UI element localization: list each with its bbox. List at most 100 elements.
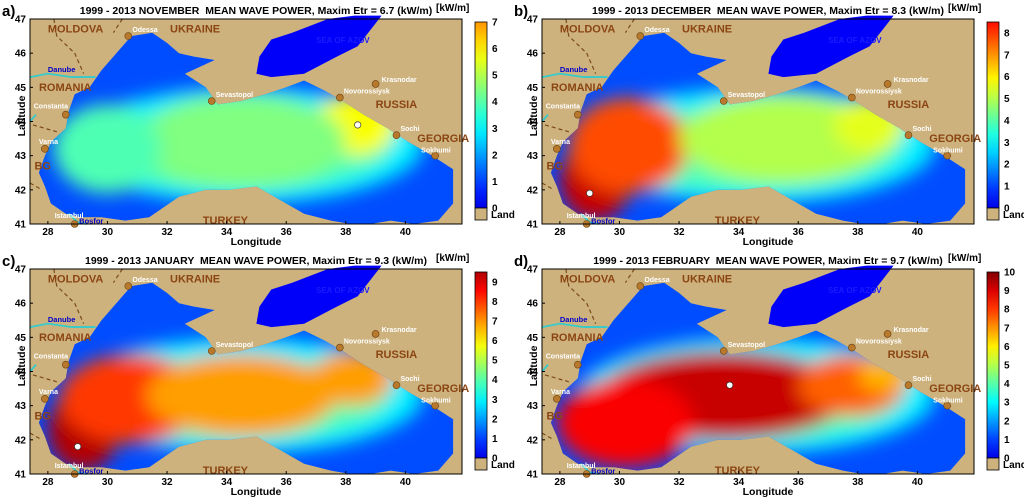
city-marker xyxy=(904,131,913,139)
x-tick-label: 32 xyxy=(673,227,685,238)
x-tick-label: 34 xyxy=(221,227,233,238)
y-tick-label: 45 xyxy=(527,83,539,94)
city-label: Istambul xyxy=(567,213,596,220)
max-value-marker xyxy=(586,189,594,197)
y-tick-label: 47 xyxy=(15,15,27,26)
y-tick-label: 41 xyxy=(527,220,539,231)
colorbar-tick-label: 7 xyxy=(492,18,498,29)
city-label: Sochi xyxy=(400,376,419,383)
colorbar-tick-label: 2 xyxy=(492,150,498,161)
city-label: Sokhumi xyxy=(421,398,451,405)
colorbar xyxy=(986,21,1000,209)
strait-label: Bosfor xyxy=(591,216,615,225)
city-marker xyxy=(61,110,70,119)
y-tick-label: 42 xyxy=(527,185,539,196)
city-marker xyxy=(336,343,344,352)
city-label: Istambul xyxy=(55,463,84,470)
colorbar-tick-label: 3 xyxy=(492,395,498,406)
city-label: Krasnodar xyxy=(382,327,417,334)
city-label: Krasnodar xyxy=(382,77,417,84)
map-panel: b) 1999 - 2013 DECEMBER MEAN WAVE POWER, … xyxy=(512,0,1024,250)
colorbar-tick-label: 8 xyxy=(1004,28,1010,39)
city-marker xyxy=(636,32,645,40)
danube-river xyxy=(541,322,608,373)
map-plot: MOLDOVA UKRAINE ROMANIA RUSSIA GEORGIA BG TURK… xyxy=(15,15,515,239)
colorbar-tick-label: 0 xyxy=(492,204,498,215)
city-marker xyxy=(431,151,439,160)
city-label: Istambul xyxy=(55,213,84,220)
city-marker xyxy=(336,93,344,102)
country-label: UKRAINE xyxy=(170,24,220,36)
colorbar-tick-label: 5 xyxy=(492,71,498,82)
colorbar-tick-label: 3 xyxy=(1004,138,1010,149)
sea-name-label: SEA OF AZOV xyxy=(316,286,370,295)
sea-name-label: SEA OF AZOV xyxy=(828,36,882,45)
city-marker xyxy=(573,360,582,369)
country-label: GEORGIA xyxy=(417,133,469,145)
colorbar-tick-label: 1 xyxy=(492,177,498,188)
x-tick-label: 38 xyxy=(340,477,352,488)
danube-river xyxy=(29,72,96,123)
colorbar-tick-label: 0 xyxy=(1004,454,1010,465)
danube-river xyxy=(29,322,96,373)
colorbar-tick-label: 7 xyxy=(492,316,498,327)
city-label: Varna xyxy=(39,139,58,146)
colorbar-tick-label: 6 xyxy=(1004,72,1010,83)
city-label: Sevastopol xyxy=(728,92,765,99)
country-label: GEORGIA xyxy=(417,383,469,395)
x-tick-label: 30 xyxy=(102,227,114,238)
city-marker xyxy=(371,330,380,338)
country-label: ROMANIA xyxy=(39,82,92,94)
x-tick-label: 28 xyxy=(554,227,566,238)
country-label: MOLDOVA xyxy=(560,24,615,36)
city-label: Odessa xyxy=(644,27,669,34)
city-marker xyxy=(719,347,728,355)
x-tick-label: 30 xyxy=(102,477,114,488)
country-label: ROMANIA xyxy=(39,332,92,344)
y-tick-label: 42 xyxy=(15,185,27,196)
city-marker xyxy=(207,347,216,355)
x-tick-label: 40 xyxy=(400,227,412,238)
colorbar-tick-label: 8 xyxy=(492,297,498,308)
country-label: BG xyxy=(546,160,563,172)
colorbar-tick-label: 9 xyxy=(1004,286,1010,297)
x-tick-label: 28 xyxy=(42,477,54,488)
colorbar-tick-label: 2 xyxy=(492,414,498,425)
city-marker xyxy=(883,330,892,338)
city-marker xyxy=(207,97,216,105)
city-marker xyxy=(848,93,856,102)
sea-name-label: SEA OF AZOV xyxy=(316,36,370,45)
city-label: Sevastopol xyxy=(216,92,253,99)
colorbar-tick-label: 7 xyxy=(1004,50,1010,61)
city-marker xyxy=(636,282,645,290)
city-label: Sevastopol xyxy=(728,342,765,349)
city-label: Istambul xyxy=(567,463,596,470)
city-label: Constanta xyxy=(546,354,580,361)
country-borders xyxy=(541,18,635,191)
x-axis-label: Longitude xyxy=(230,236,282,248)
y-tick-label: 44 xyxy=(15,117,27,128)
y-tick-label: 44 xyxy=(527,367,539,378)
colorbar-land-label: Land xyxy=(491,460,515,471)
city-label: Sochi xyxy=(912,126,931,133)
panel-label: d) xyxy=(514,253,529,270)
y-tick-label: 42 xyxy=(15,435,27,446)
panel-title: 1999 - 2013 JANUARY MEAN WAVE POWER, Max… xyxy=(84,255,428,267)
country-label: MOLDOVA xyxy=(560,274,615,286)
map-plot: MOLDOVA UKRAINE ROMANIA RUSSIA GEORGIA BG TURK… xyxy=(527,265,1024,489)
city-label: Varna xyxy=(551,389,570,396)
city-marker xyxy=(124,282,133,290)
colorbar-tick-label: 3 xyxy=(1004,398,1010,409)
city-marker xyxy=(553,395,561,403)
y-tick-label: 41 xyxy=(15,470,27,481)
city-marker xyxy=(573,110,582,119)
panel-label: b) xyxy=(514,3,529,20)
city-label: Odessa xyxy=(132,27,157,34)
colorbar-tick-label: 4 xyxy=(492,375,498,386)
city-marker xyxy=(371,80,380,88)
sea-of-azov xyxy=(256,265,382,328)
x-tick-label: 38 xyxy=(852,227,864,238)
colorbar-unit: [kW/m] xyxy=(948,3,982,14)
city-label: Novorossiysk xyxy=(344,89,390,96)
x-tick-label: 28 xyxy=(554,477,566,488)
